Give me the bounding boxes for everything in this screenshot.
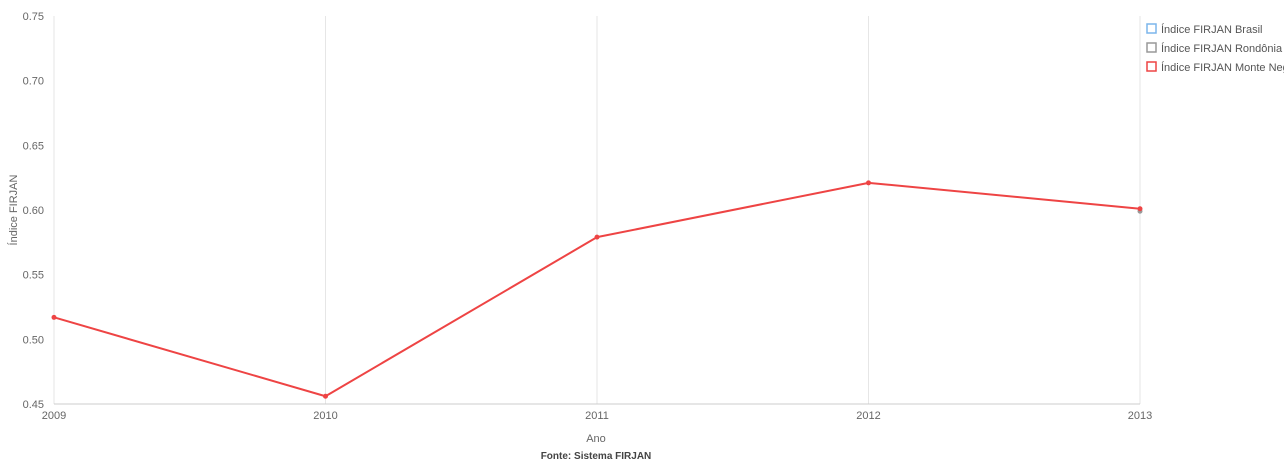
legend-label-brasil: Índice FIRJAN Brasil: [1161, 23, 1262, 36]
point-indice-firjan-monte-negro-2009: [51, 314, 57, 320]
legend: Índice FIRJAN Brasil Índice FIRJAN Rondô…: [1146, 23, 1284, 74]
y-tick-label-0-65: 0.65: [23, 140, 44, 152]
legend-label-rondonia: Índice FIRJAN Rondônia: [1161, 42, 1283, 55]
x-tick-label-2010: 2010: [313, 410, 337, 422]
point-indice-firjan-monte-negro-2010: [323, 393, 328, 399]
point-indice-firjan-monte-negro-2012: [866, 180, 871, 186]
x-axis-title: Ano: [586, 433, 606, 445]
legend-swatch-brasil: [1146, 23, 1157, 34]
point-indice-firjan-monte-negro-2013: [1137, 206, 1143, 212]
legend-swatch-rondonia: [1146, 42, 1157, 53]
axis-layer: 2009 2010 2011 2012 2013 0.45 0.50 0.55 0.60 0.65…: [23, 11, 1153, 422]
y-tick-label-0-70: 0.70: [23, 76, 44, 88]
source-note: Fonte: Sistema FIRJAN: [541, 451, 652, 462]
y-tick-label-0-75: 0.75: [23, 11, 44, 23]
y-tick-label-0-45: 0.45: [23, 399, 44, 411]
x-tick-label-2011: 2011: [585, 410, 609, 422]
point-indice-firjan-monte-negro-2011: [594, 234, 600, 240]
legend-item-rondonia[interactable]: Índice FIRJAN Rondônia: [1146, 42, 1283, 55]
x-tick-label-2012: 2012: [856, 410, 880, 422]
y-tick-label-0-60: 0.60: [23, 205, 44, 217]
legend-swatch-monte-negro: [1146, 61, 1157, 72]
series-layer: [51, 180, 1143, 399]
y-tick-label-0-50: 0.50: [23, 334, 44, 346]
legend-label-monte-negro: Índice FIRJAN Monte Negro: [1161, 61, 1284, 74]
x-tick-label-2013: 2013: [1128, 410, 1152, 422]
legend-item-brasil[interactable]: Índice FIRJAN Brasil: [1146, 23, 1262, 36]
y-tick-label-0-55: 0.55: [23, 270, 44, 282]
grid-layer: [53, 16, 1141, 404]
legend-item-monte-negro[interactable]: Índice FIRJAN Monte Negro: [1146, 61, 1284, 74]
x-tick-label-2009: 2009: [42, 410, 66, 422]
y-axis-title: Índice FIRJAN: [7, 174, 20, 245]
